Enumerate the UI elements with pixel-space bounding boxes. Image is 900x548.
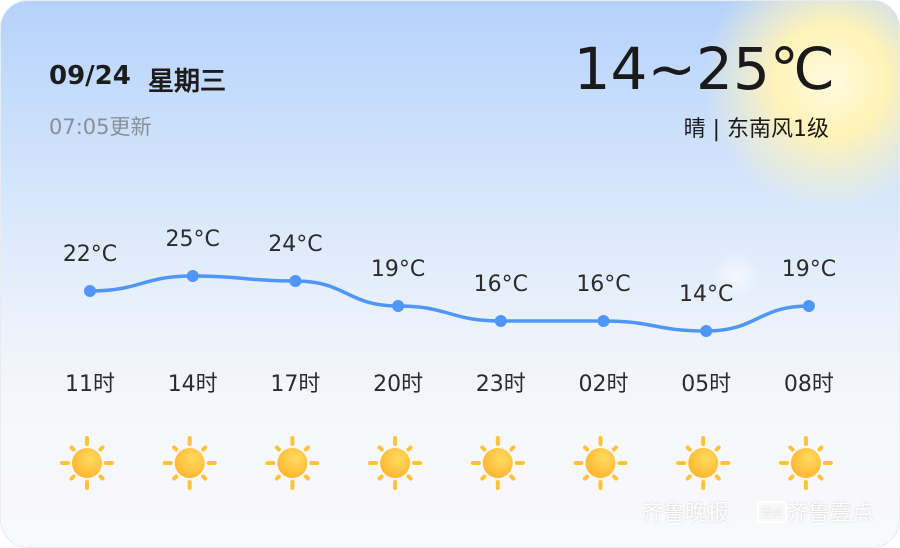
hour-label: 02时 [579,372,629,397]
sunny-icon [778,436,833,490]
temperature-point [84,285,96,297]
sunny-icon [162,436,217,490]
sunny-icon [265,436,320,490]
hour-label: 05时 [681,372,731,397]
sunny-icon [368,436,423,490]
temperature-label: 19°C [371,257,425,282]
watermark-app-badge: 壹点 [757,501,787,523]
weekday: 星期三 [148,67,227,97]
watermark-paper-logo: 齐鲁晚报 [641,501,730,526]
temperature-label: 16°C [474,272,528,297]
weather-condition: 晴 | 东南风1级 [683,117,829,142]
temperature-point [494,315,507,327]
sunny-icon [470,436,525,490]
sunny-icon [573,436,628,490]
hour-label: 17时 [270,372,320,397]
hour-label: 14时 [168,372,218,397]
update-time: 07:05更新 [49,115,152,139]
temperature-label: 22°C [63,242,117,267]
temperature-label: 14°C [679,282,733,307]
sunny-icon [60,436,114,490]
hour-label: 23时 [476,372,526,397]
temperature-label: 19°C [782,257,836,282]
temperature-range: 14~25℃ [573,35,835,103]
sunny-icon [676,436,731,490]
temperature-point [289,275,302,287]
light-orb-decoration [711,251,761,301]
temperature-point [392,300,405,312]
hour-label: 20时 [373,372,423,397]
temperature-point [802,300,815,312]
temperature-point [186,270,199,282]
hour-label: 08时 [784,372,834,397]
watermark-app-logo: 齐鲁壹点 [786,501,875,526]
temperature-point [700,325,713,337]
temperature-label: 16°C [576,272,630,297]
temperature-point [597,315,610,327]
hour-label: 11时 [65,372,115,397]
temperature-label: 24°C [268,232,322,257]
temperature-label: 25°C [166,227,220,252]
temperature-line [89,274,809,333]
date: 09/24 [49,61,131,91]
